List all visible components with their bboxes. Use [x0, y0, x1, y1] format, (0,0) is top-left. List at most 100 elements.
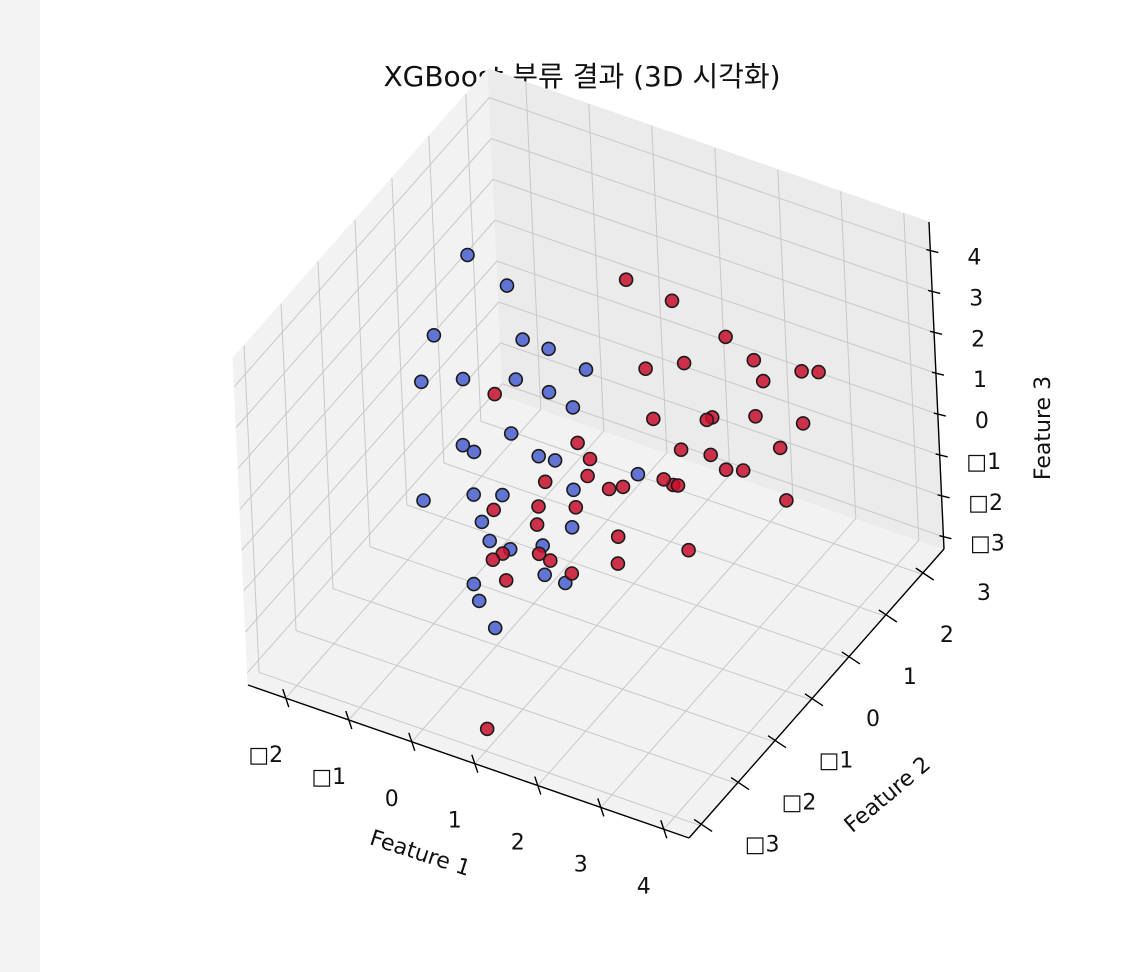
class-1-point: [811, 364, 826, 380]
y-tick-label: 3: [977, 581, 991, 606]
class-0-point: [474, 514, 490, 530]
x-gridline-back: [777, 169, 794, 497]
class-1-point: [487, 386, 503, 402]
x-tick-label: 2: [511, 831, 525, 856]
z-gridline-back: [494, 219, 937, 374]
x-tick-label: □2: [248, 743, 283, 768]
class-1-point: [746, 352, 762, 368]
z-gridline-back: [496, 260, 938, 415]
class-1-point: [570, 435, 585, 451]
y-tick-label: 0: [866, 707, 880, 732]
y-gridline-side: [280, 303, 297, 631]
x-axis-label: Feature 1: [367, 826, 474, 882]
x-gridline-floor: [663, 539, 920, 830]
class-0-point: [416, 493, 431, 508]
z-gridline-back: [491, 138, 933, 292]
class-1-point: [601, 481, 617, 497]
class-1-point: [795, 416, 811, 431]
x-gridline-back: [525, 82, 542, 410]
z-gridline-side: [237, 179, 494, 469]
class-1-point: [772, 440, 788, 456]
y-gridline-side: [354, 219, 371, 547]
class-1-point: [748, 408, 763, 424]
z-tick-label: □1: [966, 450, 1001, 475]
z-tick: [926, 248, 939, 254]
class-1-point: [537, 474, 553, 490]
y-tick: [730, 776, 750, 791]
class-0-point: [508, 372, 524, 387]
class-1-point: [779, 493, 794, 508]
z-tick-label: 3: [969, 286, 983, 311]
class-0-point: [531, 448, 547, 464]
class-0-point: [541, 384, 557, 400]
z-gridline-side: [233, 97, 490, 387]
class-0-point: [503, 426, 519, 441]
y-gridline-floor: [406, 504, 849, 659]
x-tick: [345, 710, 353, 730]
class-0-point: [547, 453, 563, 468]
z-tick-label: □3: [970, 532, 1005, 557]
class-1-point: [699, 412, 715, 428]
grid-lines: [233, 82, 944, 830]
y-gridline-floor: [443, 462, 886, 617]
z-gridline-back: [498, 301, 940, 456]
z-tick: [931, 371, 945, 376]
class-1-point: [479, 721, 495, 737]
x-axis-line: [247, 684, 690, 839]
class-0-point: [466, 444, 482, 460]
y-tick: [915, 567, 935, 581]
class-0-point: [466, 576, 482, 592]
class-1-point: [735, 463, 751, 478]
x-tick-label: □1: [311, 765, 346, 790]
z-axis-label: Feature 3: [1031, 376, 1056, 480]
class-1-point: [564, 566, 580, 581]
y-tick: [693, 818, 713, 833]
x-tick-label: 4: [637, 874, 651, 899]
class-1-point: [718, 329, 733, 345]
class-0-point: [578, 362, 594, 377]
y-gridline-floor: [295, 630, 738, 785]
class-1-point: [638, 361, 653, 377]
x-gridline-back: [651, 125, 668, 453]
z-tick: [939, 535, 952, 540]
class-0-point: [541, 341, 556, 357]
class-1-point: [615, 479, 631, 495]
x-gridline-back: [714, 147, 731, 475]
z-gridline-side: [241, 260, 498, 551]
y-axis-line: [688, 548, 945, 839]
z-tick-label: 0: [975, 409, 989, 434]
class-0-point: [487, 620, 503, 636]
z-gridline-side: [239, 219, 496, 510]
y-gridline-side: [391, 177, 408, 505]
z-gridline-side: [245, 342, 501, 633]
z-gridline-back: [500, 342, 942, 497]
y-gridline-side: [243, 345, 260, 673]
class-0-point: [499, 278, 515, 293]
z-tick: [933, 412, 946, 417]
class-0-point: [537, 567, 553, 583]
y-tick-label: □2: [782, 791, 817, 816]
y-tick: [878, 609, 898, 623]
class-0-point: [630, 466, 646, 482]
class-1-point: [610, 529, 626, 545]
x-tick-label: 1: [448, 809, 462, 834]
x-gridline-floor: [600, 518, 857, 808]
y-tick: [767, 735, 787, 749]
z-tick-label: 1: [973, 368, 987, 393]
class-1-point: [718, 462, 734, 478]
scatter-points: [413, 247, 826, 737]
class-1-point: [703, 447, 719, 463]
class-0-point: [455, 437, 471, 453]
class-1-point: [681, 542, 696, 558]
class-0-point: [455, 371, 471, 387]
x-gridline-floor: [285, 408, 542, 699]
class-1-point: [755, 373, 771, 389]
z-axis-line: [928, 221, 945, 550]
z-tick: [928, 289, 941, 295]
class-0-point: [482, 533, 498, 549]
class-1-point: [670, 478, 686, 493]
x-tick-label: 0: [385, 787, 399, 812]
class-1-point: [610, 556, 626, 571]
x-tick: [408, 732, 416, 752]
x-gridline-back: [840, 191, 857, 519]
